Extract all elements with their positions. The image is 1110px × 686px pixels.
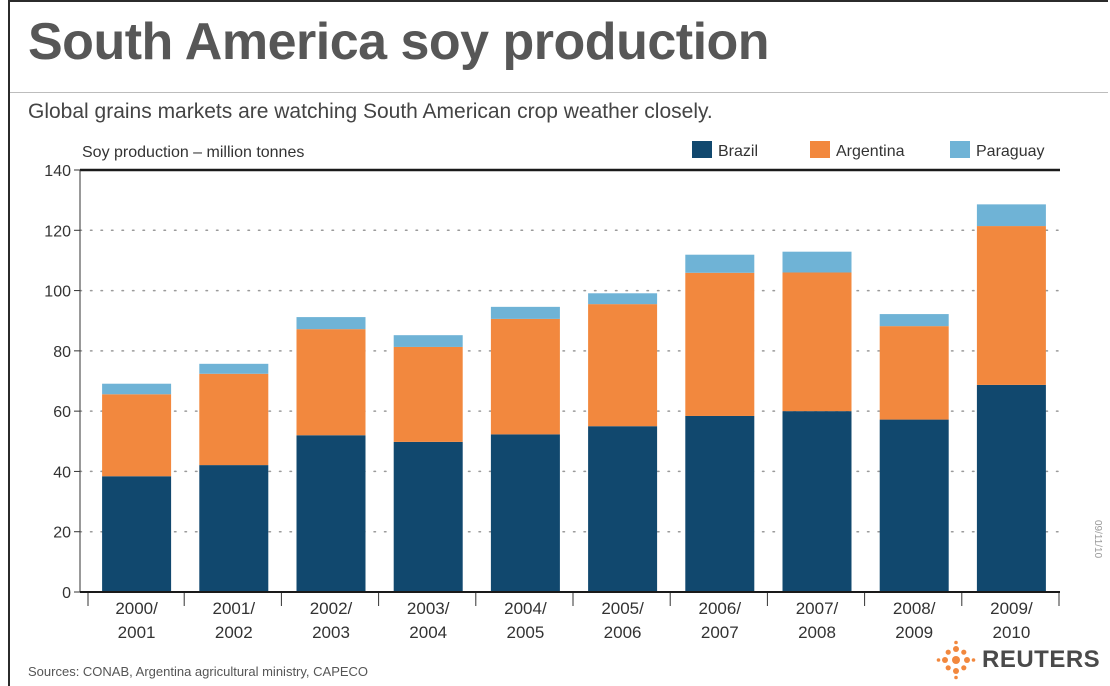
x-tick-label: 2006/2007 xyxy=(699,599,742,642)
legend-label-argentina: Argentina xyxy=(836,143,905,160)
x-tick-label: 2002/2003 xyxy=(310,599,353,642)
bar-paraguay xyxy=(976,204,1046,227)
legend-swatch-paraguay xyxy=(950,141,970,158)
x-tick-label: 2003/2004 xyxy=(407,599,450,642)
bar-argentina xyxy=(199,373,269,466)
y-tick-label: 80 xyxy=(53,344,71,361)
side-code: 09/11/10 xyxy=(1092,520,1103,559)
y-tick-label: 60 xyxy=(53,404,71,421)
x-tick-label: 2005/2006 xyxy=(601,599,644,642)
bar-argentina xyxy=(976,226,1046,385)
x-tick-label-line: 2003/ xyxy=(407,599,450,618)
bar-paraguay xyxy=(393,335,463,347)
bar-brazil xyxy=(102,476,172,592)
bar-argentina xyxy=(879,326,949,420)
y-tick-label: 100 xyxy=(44,284,71,301)
bar-paraguay xyxy=(685,254,755,273)
x-tick-label-line: 2001 xyxy=(118,623,156,642)
x-tick-label-line: 2007 xyxy=(701,623,739,642)
x-tick-label-line: 2006/ xyxy=(699,599,742,618)
bar-brazil xyxy=(976,384,1046,592)
bar-argentina xyxy=(588,304,658,427)
x-tick-label-line: 2008/ xyxy=(893,599,936,618)
reuters-logo: REUTERS xyxy=(936,640,1100,680)
bar-brazil xyxy=(685,415,755,592)
x-tick-label-line: 2002/ xyxy=(310,599,353,618)
x-tick-label-line: 2007/ xyxy=(796,599,839,618)
bar-brazil xyxy=(296,435,366,592)
x-tick-label-line: 2009 xyxy=(895,623,933,642)
y-tick-label: 20 xyxy=(53,525,71,542)
x-tick-label-line: 2002 xyxy=(215,623,253,642)
x-tick-label-line: 2006 xyxy=(604,623,642,642)
x-tick-label-line: 2005/ xyxy=(601,599,644,618)
legend-swatch-brazil xyxy=(692,141,712,158)
bar-argentina xyxy=(685,272,755,416)
legend-label-paraguay: Paraguay xyxy=(976,143,1045,160)
x-tick-label-line: 2008 xyxy=(798,623,836,642)
bar-brazil xyxy=(782,411,852,592)
legend-label-brazil: Brazil xyxy=(718,143,758,160)
bar-brazil xyxy=(490,434,560,592)
bar-paraguay xyxy=(588,293,658,305)
bar-paraguay xyxy=(782,251,852,273)
x-tick-label-line: 2000/ xyxy=(115,599,158,618)
chart-title: South America soy production xyxy=(28,13,770,71)
bar-brazil xyxy=(588,426,658,592)
legend-swatch-argentina xyxy=(810,141,830,158)
bar-argentina xyxy=(782,272,852,412)
bar-paraguay xyxy=(199,363,269,374)
x-tick-label-line: 2010 xyxy=(992,623,1030,642)
y-tick-label: 0 xyxy=(62,585,71,602)
bar-argentina xyxy=(102,394,172,477)
sources-note: Sources: CONAB, Argentina agricultural m… xyxy=(28,664,369,679)
bar-brazil xyxy=(199,465,269,592)
x-tick-label: 2001/2002 xyxy=(213,599,256,642)
bar-paraguay xyxy=(490,306,560,319)
x-tick-label: 2004/2005 xyxy=(504,599,547,642)
x-tick-label-line: 2003 xyxy=(312,623,350,642)
x-tick-label-line: 2005 xyxy=(506,623,544,642)
bar-brazil xyxy=(393,441,463,592)
reuters-logo-icon xyxy=(936,640,976,680)
x-tick-label-line: 2004/ xyxy=(504,599,547,618)
bar-brazil xyxy=(879,419,949,592)
x-tick-label: 2008/2009 xyxy=(893,599,936,642)
bar-paraguay xyxy=(296,317,366,330)
bar-paraguay xyxy=(102,383,172,395)
chart-subtitle: Global grains markets are watching South… xyxy=(28,100,713,123)
bar-argentina xyxy=(393,346,463,442)
bar-argentina xyxy=(490,318,560,435)
title-divider xyxy=(10,92,1108,93)
x-tick-label: 2007/2008 xyxy=(796,599,839,642)
x-tick-label-line: 2001/ xyxy=(213,599,256,618)
chart-frame xyxy=(8,0,1108,686)
y-tick-label: 140 xyxy=(44,163,71,180)
x-tick-label-line: 2004 xyxy=(409,623,447,642)
x-tick-label: 2009/2010 xyxy=(990,599,1033,642)
bar-paraguay xyxy=(879,314,949,327)
y-tick-label: 40 xyxy=(53,464,71,481)
reuters-logo-text: REUTERS xyxy=(982,646,1101,673)
y-axis-label: Soy production – million tonnes xyxy=(82,144,304,161)
x-tick-label-line: 2009/ xyxy=(990,599,1033,618)
bar-argentina xyxy=(296,329,366,436)
stacked-bar-chart: Soy production – million tonnes Brazil Arg… xyxy=(44,141,1061,642)
x-tick-label: 2000/2001 xyxy=(115,599,158,642)
y-tick-label: 120 xyxy=(44,223,71,240)
